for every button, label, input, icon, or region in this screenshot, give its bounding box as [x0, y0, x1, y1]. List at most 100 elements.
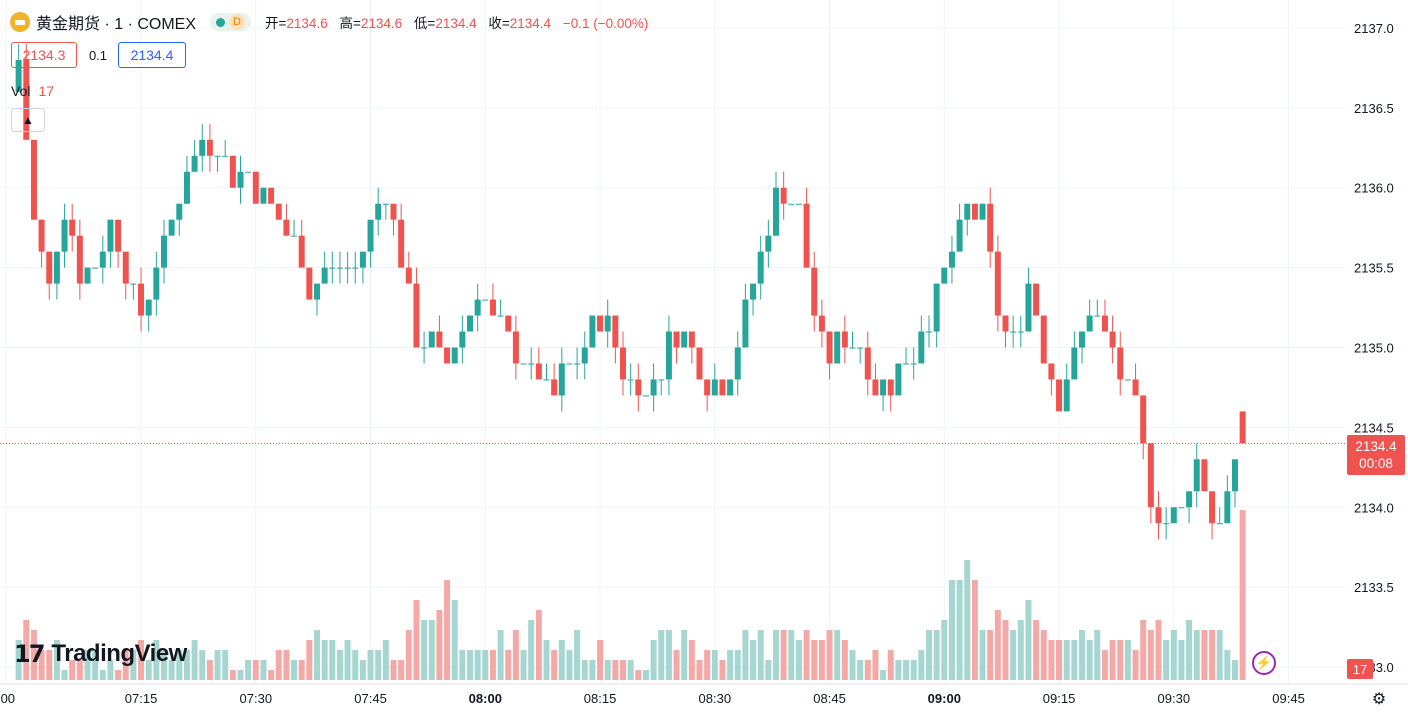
volume-bar [352, 650, 359, 680]
candle-body [107, 219, 114, 252]
volume-bar [222, 650, 229, 680]
price-axis[interactable]: 2133.02133.52134.02134.52135.02135.52136… [1354, 21, 1394, 675]
candle-body [612, 315, 619, 348]
tradingview-wordmark: TradingView [51, 640, 187, 667]
volume-bar [1033, 620, 1040, 680]
candle-body [933, 283, 940, 332]
volume-bar [604, 660, 611, 680]
buy-price-button[interactable]: 2134.4 [118, 42, 186, 68]
collapse-button[interactable]: ▲ [11, 108, 45, 132]
candle-body [1224, 491, 1231, 524]
candle-body [84, 267, 91, 284]
candle-body [704, 379, 711, 396]
settings-gear-icon[interactable]: ⚙ [1371, 691, 1387, 708]
candle-body [138, 283, 145, 316]
volume-bar [99, 670, 106, 680]
candle-body [1209, 491, 1216, 524]
sell-price-button[interactable]: 2134.3 [11, 42, 77, 68]
candle-body [956, 219, 963, 252]
time-axis[interactable]: :00 07:15 07:30 07:45 08:00 08:15 08:30 08:45 09… [0, 691, 1305, 706]
time-tick-label: 07:15 [125, 691, 158, 706]
market-status-badge[interactable]: D [210, 13, 252, 31]
candle-body [543, 379, 550, 381]
price-tick-label: 2134.0 [1354, 500, 1394, 515]
price-tick-label: 2135.5 [1354, 261, 1394, 276]
volume-bar [1124, 640, 1131, 680]
volume-bar [1147, 630, 1154, 680]
price-tick-label: 2134.5 [1354, 420, 1394, 435]
volume-bar [780, 630, 787, 680]
lightning-icon[interactable]: ⚡ [1252, 651, 1276, 675]
candlesticks [15, 43, 1246, 540]
candle-body [275, 203, 282, 220]
candle-body [1063, 379, 1070, 412]
volume-bar [734, 650, 741, 680]
volume-bar [46, 650, 53, 680]
candle-body [887, 379, 894, 396]
volume-bar [291, 660, 298, 680]
candle-body [795, 203, 802, 205]
volume-bar [199, 650, 206, 680]
chart-grid [0, 0, 1408, 685]
price-tick-label: 2135.0 [1354, 341, 1394, 356]
volume-bar [834, 630, 841, 680]
low-label: 低= [413, 16, 436, 31]
delayed-data-icon: D [229, 14, 246, 30]
volume-bar [61, 670, 68, 680]
chart-header: 黄金期货 · 1 · COMEX D 开=2134.6 高=2134.6 低=2… [10, 10, 656, 34]
candle-body [1056, 379, 1063, 412]
volume-bar [367, 650, 374, 680]
volume-bar [1209, 630, 1216, 680]
volume-bar [818, 640, 825, 680]
candle-body [635, 379, 642, 396]
candle-body [1040, 315, 1047, 364]
volume-bar [69, 660, 76, 680]
volume-bar [275, 650, 282, 680]
volume-bar [1239, 510, 1246, 680]
volume-bar [673, 650, 680, 680]
volume-bar [375, 650, 382, 680]
volume-bar [1193, 630, 1200, 680]
volume-bar [283, 650, 290, 680]
volume-bar [948, 580, 955, 680]
candle-body [551, 379, 558, 396]
volume-bar [505, 650, 512, 680]
candle-body [1132, 379, 1139, 396]
candle-body [474, 299, 481, 316]
open-label: 开= [265, 16, 287, 31]
candle-body [145, 299, 152, 316]
candle-body [1002, 315, 1009, 332]
volume-bar [130, 650, 137, 680]
symbol-title[interactable]: 黄金期货 · 1 · COMEX [36, 16, 197, 33]
volume-bar [742, 630, 749, 680]
candle-body [650, 379, 657, 396]
volume-bar [489, 650, 496, 680]
volume-bar [803, 630, 810, 680]
candle-body [1124, 379, 1131, 381]
time-tick-label: 08:15 [584, 691, 617, 706]
volume-label: Vol [11, 83, 31, 99]
candle-body [222, 155, 229, 157]
candle-body [620, 347, 626, 380]
candle-body [512, 331, 519, 364]
candle-body [711, 379, 718, 396]
volume-bar [321, 640, 328, 680]
tradingview-logo[interactable]: 17 TradingView [14, 640, 187, 668]
candle-body [321, 267, 328, 284]
volume-bar [268, 670, 275, 680]
candle-body [1109, 331, 1116, 348]
volume-bar [964, 560, 971, 680]
candle-body [344, 267, 351, 269]
volume-bar [528, 620, 535, 680]
volume-bar [795, 640, 802, 680]
volume-bar [1002, 620, 1009, 680]
time-tick-label: 09:15 [1043, 691, 1076, 706]
volume-bar [359, 660, 366, 680]
candle-body [597, 315, 604, 332]
candle-body [903, 363, 910, 365]
candle-body [191, 155, 198, 172]
volume-bar [597, 640, 604, 680]
candle-body [734, 347, 741, 380]
candle-body [818, 315, 825, 332]
